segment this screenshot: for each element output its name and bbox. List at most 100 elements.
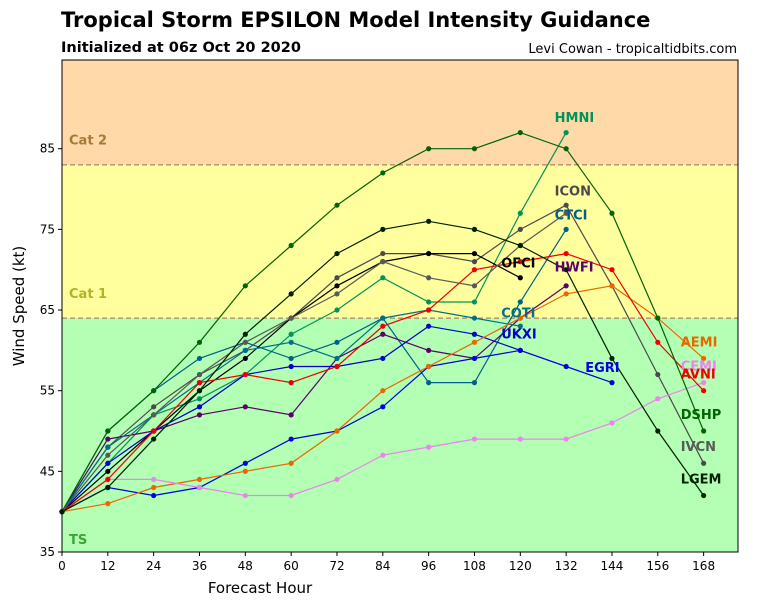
point-ukxi-3	[196, 404, 203, 410]
series-label-dshp: DSHP	[681, 408, 722, 423]
point-egri-5	[288, 436, 294, 442]
point-lgem-13	[655, 428, 661, 434]
point-avni-2	[151, 428, 157, 434]
point-coti-10	[517, 323, 523, 329]
series-label-ivcn: IVCN	[681, 440, 716, 455]
point-avni-3	[196, 380, 203, 386]
band-1	[62, 164, 738, 319]
point-avni-1	[105, 476, 111, 483]
plot-frame	[61, 59, 739, 553]
x-tick-label-120: 120	[509, 559, 532, 573]
point-lgem-5	[288, 291, 294, 297]
x-tick-label-0: 0	[58, 559, 66, 573]
y-tick-label-85: 85	[40, 142, 55, 156]
point-egri-4	[242, 460, 248, 466]
point-cemi-12	[609, 420, 615, 426]
point-ctci-8	[426, 380, 432, 386]
point-cemi-8	[426, 444, 432, 450]
y-tick-label-35: 35	[40, 545, 55, 559]
point-dshp-9	[471, 146, 478, 152]
point-ivcn-3	[196, 371, 203, 378]
series-line-ivcn	[61, 212, 567, 513]
chart-title: Tropical Storm EPSILON Model Intensity G…	[61, 8, 651, 32]
point-egri-10	[517, 347, 523, 353]
point-avni-14	[701, 388, 707, 394]
point-cemi-11	[563, 436, 569, 442]
point-dshp-13	[655, 315, 661, 321]
point-aemi-5	[288, 460, 294, 466]
band-label-0: TS	[69, 533, 87, 548]
point-aemi-11	[563, 291, 569, 297]
point-egri-7	[380, 404, 386, 410]
series-label-ofci: OFCI	[501, 256, 535, 271]
point-lgem-3	[196, 388, 203, 394]
series-label-hmni: HMNI	[555, 111, 595, 126]
point-cemi-3	[196, 484, 203, 491]
point-lgem-12	[609, 355, 615, 362]
point-dshp-12	[609, 210, 615, 216]
point-dshp-11	[563, 146, 569, 152]
point-ukxi-1	[105, 460, 111, 466]
band-labels: TS Cat 1 Cat 2	[69, 134, 107, 548]
point-coti-1	[105, 444, 111, 450]
series-label-lgem: LGEM	[681, 472, 722, 487]
x-tick-label-36: 36	[192, 559, 207, 573]
point-ivcn-9	[471, 283, 478, 289]
point-icon-9	[471, 259, 478, 265]
point-avni-12	[609, 267, 615, 273]
intensity-bands	[62, 60, 738, 552]
band-0	[62, 318, 738, 552]
point-cemi-14	[701, 380, 707, 386]
point-coti-4	[242, 347, 248, 353]
x-tick-label-12: 12	[100, 559, 115, 573]
x-tick-label-96: 96	[421, 559, 436, 573]
point-icon-10	[517, 226, 523, 232]
point-avni-9	[471, 267, 478, 273]
point-ukxi-9	[471, 331, 478, 337]
series-lgem	[59, 218, 707, 515]
series-label-coti: COTI	[501, 306, 535, 321]
x-tick-label-72: 72	[329, 559, 344, 573]
x-tick-label-156: 156	[646, 559, 669, 573]
series-label-cemi: CEMI	[681, 360, 717, 375]
point-dshp-2	[151, 388, 157, 394]
point-hwfi-3	[196, 412, 203, 418]
point-cemi-10	[517, 436, 523, 442]
x-tick-label-132: 132	[555, 559, 578, 573]
chart-credit: Levi Cowan - tropicaltidbits.com	[528, 42, 737, 57]
point-ivcn-11	[563, 210, 569, 216]
point-lgem-7	[380, 226, 386, 232]
point-ukxi-8	[426, 323, 432, 329]
point-aemi-7	[380, 388, 386, 394]
y-tick-label-65: 65	[40, 303, 55, 317]
point-dshp-5	[288, 242, 294, 249]
point-ivcn-7	[380, 259, 386, 265]
series-labels: HMNI ICON CTCI OFCI HWFI COTI UKXI EGRI AEMI CEMI…	[501, 111, 721, 487]
point-hwfi-7	[380, 331, 386, 337]
point-hwfi-8	[426, 347, 432, 353]
point-coti-5	[288, 339, 294, 345]
series-avni	[59, 250, 707, 515]
point-avni-11	[563, 250, 569, 257]
point-dshp-3	[196, 339, 203, 345]
point-icon-2	[151, 404, 157, 410]
point-egri-11	[563, 363, 569, 370]
point-aemi-4	[242, 468, 248, 474]
series-label-aemi: AEMI	[681, 335, 718, 350]
point-avni-13	[655, 339, 661, 345]
point-cemi-13	[655, 396, 661, 402]
point-ivcn-2	[151, 412, 157, 418]
series-label-egri: EGRI	[585, 361, 619, 376]
point-aemi-12	[609, 283, 615, 289]
x-tick-label-108: 108	[463, 559, 486, 573]
point-icon-6	[334, 275, 340, 281]
series-label-ukxi: UKXI	[501, 327, 537, 342]
x-tick-label-144: 144	[601, 559, 624, 573]
point-ofci-9	[471, 250, 478, 257]
point-ctci-3	[196, 355, 203, 362]
point-dshp-8	[426, 146, 432, 152]
point-hwfi-1	[105, 436, 111, 442]
point-egri-2	[151, 492, 157, 499]
point-cemi-5	[288, 492, 294, 499]
point-ctci-11	[563, 226, 569, 232]
